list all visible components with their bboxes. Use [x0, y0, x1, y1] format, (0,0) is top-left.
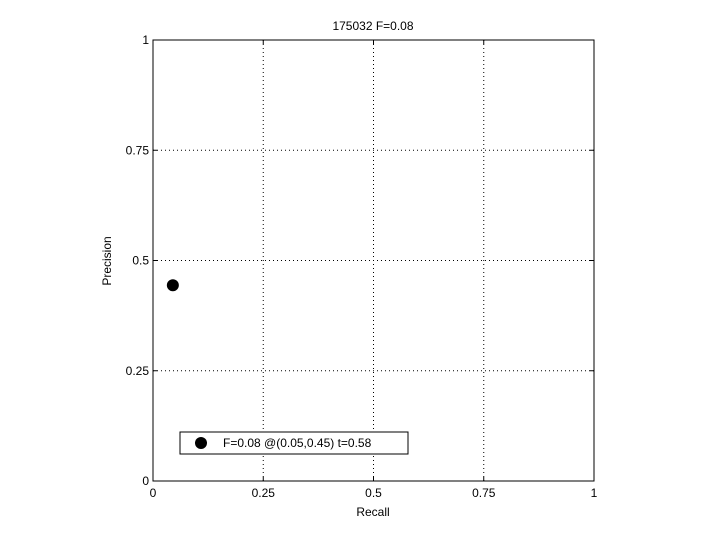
x-tick-label: 0	[150, 486, 157, 500]
legend-box	[179, 431, 409, 455]
legend: F=0.08 @(0.05,0.45) t=0.58	[179, 431, 409, 455]
x-tick-label: 0.5	[365, 486, 382, 500]
points	[166, 279, 179, 292]
legend-marker	[195, 437, 207, 449]
x-tick-label: 1	[591, 486, 598, 500]
legend-label: F=0.08 @(0.05,0.45) t=0.58	[223, 436, 372, 450]
x-tick-label: 0.75	[472, 486, 496, 500]
y-tick-label: 0.75	[126, 143, 150, 157]
data-point	[166, 279, 179, 292]
x-tick-label: 0.25	[252, 486, 276, 500]
ticks: 0 0.25 0.5 0.75 1 0 0.25 0.5 0.75 1	[126, 33, 598, 500]
grid	[153, 40, 594, 481]
y-tick-label: 1	[142, 33, 149, 47]
y-axis-label: Precision	[100, 236, 114, 285]
y-tick-label: 0	[142, 474, 149, 488]
chart-title: 175032 F=0.08	[332, 19, 413, 33]
y-tick-label: 0.25	[126, 364, 150, 378]
y-tick-label: 0.5	[132, 254, 149, 268]
x-axis-label: Recall	[356, 505, 389, 519]
